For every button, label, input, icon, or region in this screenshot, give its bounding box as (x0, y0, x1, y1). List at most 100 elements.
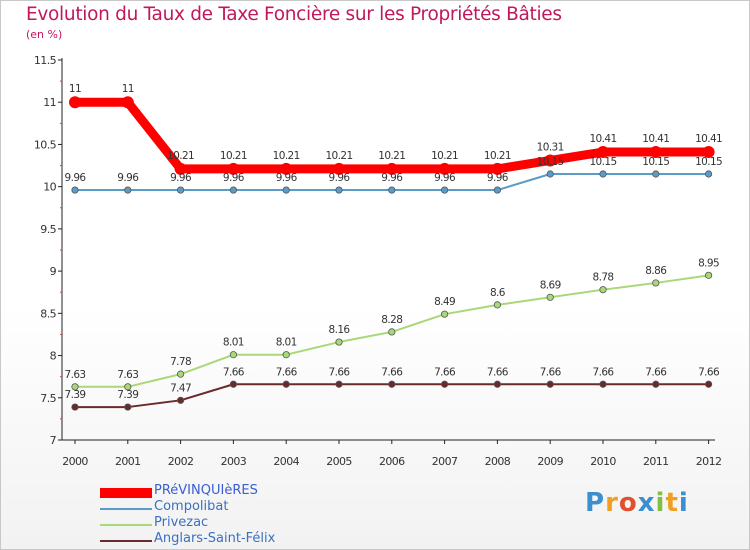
data-label: 7.39 (65, 389, 86, 401)
data-label: 10.41 (695, 133, 722, 145)
y-tick-label: 10.5 (34, 138, 57, 151)
x-tick-label: 2000 (62, 455, 88, 468)
y-tick-label: 8.5 (40, 307, 56, 320)
data-point (280, 162, 293, 175)
logo-letter: r (605, 488, 619, 518)
data-point (282, 186, 290, 194)
data-point (491, 162, 504, 175)
data-label: 9.96 (487, 172, 509, 184)
data-point (652, 279, 660, 287)
legend-label: Anglars-Saint-Félix (154, 531, 276, 546)
data-label: 7.66 (593, 366, 615, 378)
data-point (546, 380, 554, 388)
data-label: 10.21 (325, 150, 352, 162)
data-point (71, 403, 79, 411)
data-point (702, 146, 715, 159)
logo-letter: P (585, 488, 606, 518)
data-label: 9.96 (329, 172, 351, 184)
data-point (124, 403, 132, 411)
data-point (599, 380, 607, 388)
data-label: 7.66 (698, 366, 720, 378)
data-label: 10.21 (378, 150, 405, 162)
data-label: 9.96 (117, 172, 139, 184)
data-point (493, 186, 501, 194)
data-label: 7.78 (170, 356, 191, 368)
y-tick-label: 11.5 (34, 54, 57, 67)
chart-subtitle: (en %) (26, 28, 63, 41)
data-label: 10.15 (537, 156, 564, 168)
data-point (177, 186, 185, 194)
data-point (335, 338, 343, 346)
data-point (440, 310, 449, 318)
data-label: 10.41 (642, 133, 669, 145)
legend-label: Privezac (154, 515, 209, 530)
data-label: 10.15 (695, 156, 722, 168)
data-point (704, 170, 713, 178)
y-tick-label: 7.5 (40, 392, 56, 405)
data-label: 8.95 (698, 257, 719, 269)
data-label: 7.66 (276, 366, 298, 378)
data-label: 7.66 (540, 366, 562, 378)
data-label: 7.66 (381, 366, 403, 378)
data-point (282, 380, 290, 388)
x-tick-label: 2012 (696, 455, 722, 468)
x-tick-label: 2009 (537, 455, 563, 468)
y-tick-label: 9 (50, 265, 57, 278)
logo-letter: i (655, 488, 666, 518)
data-label: 9.96 (223, 172, 245, 184)
data-label: 10.15 (642, 156, 669, 168)
data-label: 10.31 (537, 141, 564, 153)
data-point (124, 186, 132, 194)
data-label: 9.96 (276, 172, 298, 184)
data-point (282, 351, 290, 359)
data-point (388, 328, 396, 336)
data-label: 9.96 (65, 172, 87, 184)
data-point (493, 380, 501, 388)
data-point (546, 293, 554, 301)
data-label: 7.66 (645, 366, 667, 378)
legend-label: Compolibat (154, 499, 229, 514)
x-tick-label: 2001 (115, 455, 141, 468)
data-label: 8.01 (276, 337, 297, 349)
data-point (649, 146, 662, 159)
data-point (71, 383, 79, 391)
data-label: 10.21 (273, 150, 300, 162)
y-tick-label: 9.5 (40, 223, 56, 236)
logo-letter: o (618, 488, 638, 518)
data-point (335, 380, 343, 388)
data-point (177, 396, 185, 404)
data-point (388, 186, 396, 194)
x-tick-label: 2002 (168, 455, 194, 468)
data-point (440, 380, 449, 388)
data-point (121, 96, 134, 109)
data-point (388, 380, 396, 388)
data-label: 10.21 (167, 150, 194, 162)
legend-swatch (100, 508, 152, 510)
legend-swatch (100, 524, 152, 526)
data-label: 10.21 (484, 150, 511, 162)
chart-title: Evolution du Taux de Taxe Foncière sur l… (26, 4, 562, 25)
data-label: 10.21 (220, 150, 247, 162)
logo-letter: t (665, 488, 679, 518)
data-point (69, 96, 81, 109)
data-label: 10.15 (589, 156, 616, 168)
data-point (493, 301, 501, 309)
data-label: 7.47 (170, 382, 191, 394)
data-point (546, 170, 554, 178)
data-point (438, 162, 451, 175)
data-point (229, 380, 237, 388)
legend-swatch (100, 488, 152, 498)
data-label: 11 (122, 83, 134, 95)
x-tick-label: 2006 (379, 455, 405, 468)
x-tick-label: 2011 (643, 455, 669, 468)
logo-letter: i (678, 488, 689, 518)
data-label: 9.96 (381, 172, 403, 184)
data-label: 7.66 (487, 366, 509, 378)
data-label: 8.6 (490, 287, 506, 299)
data-label: 8.28 (381, 314, 402, 326)
data-label: 8.16 (329, 324, 351, 336)
x-tick-label: 2003 (221, 455, 247, 468)
data-label: 10.21 (431, 150, 458, 162)
data-point (71, 186, 79, 194)
